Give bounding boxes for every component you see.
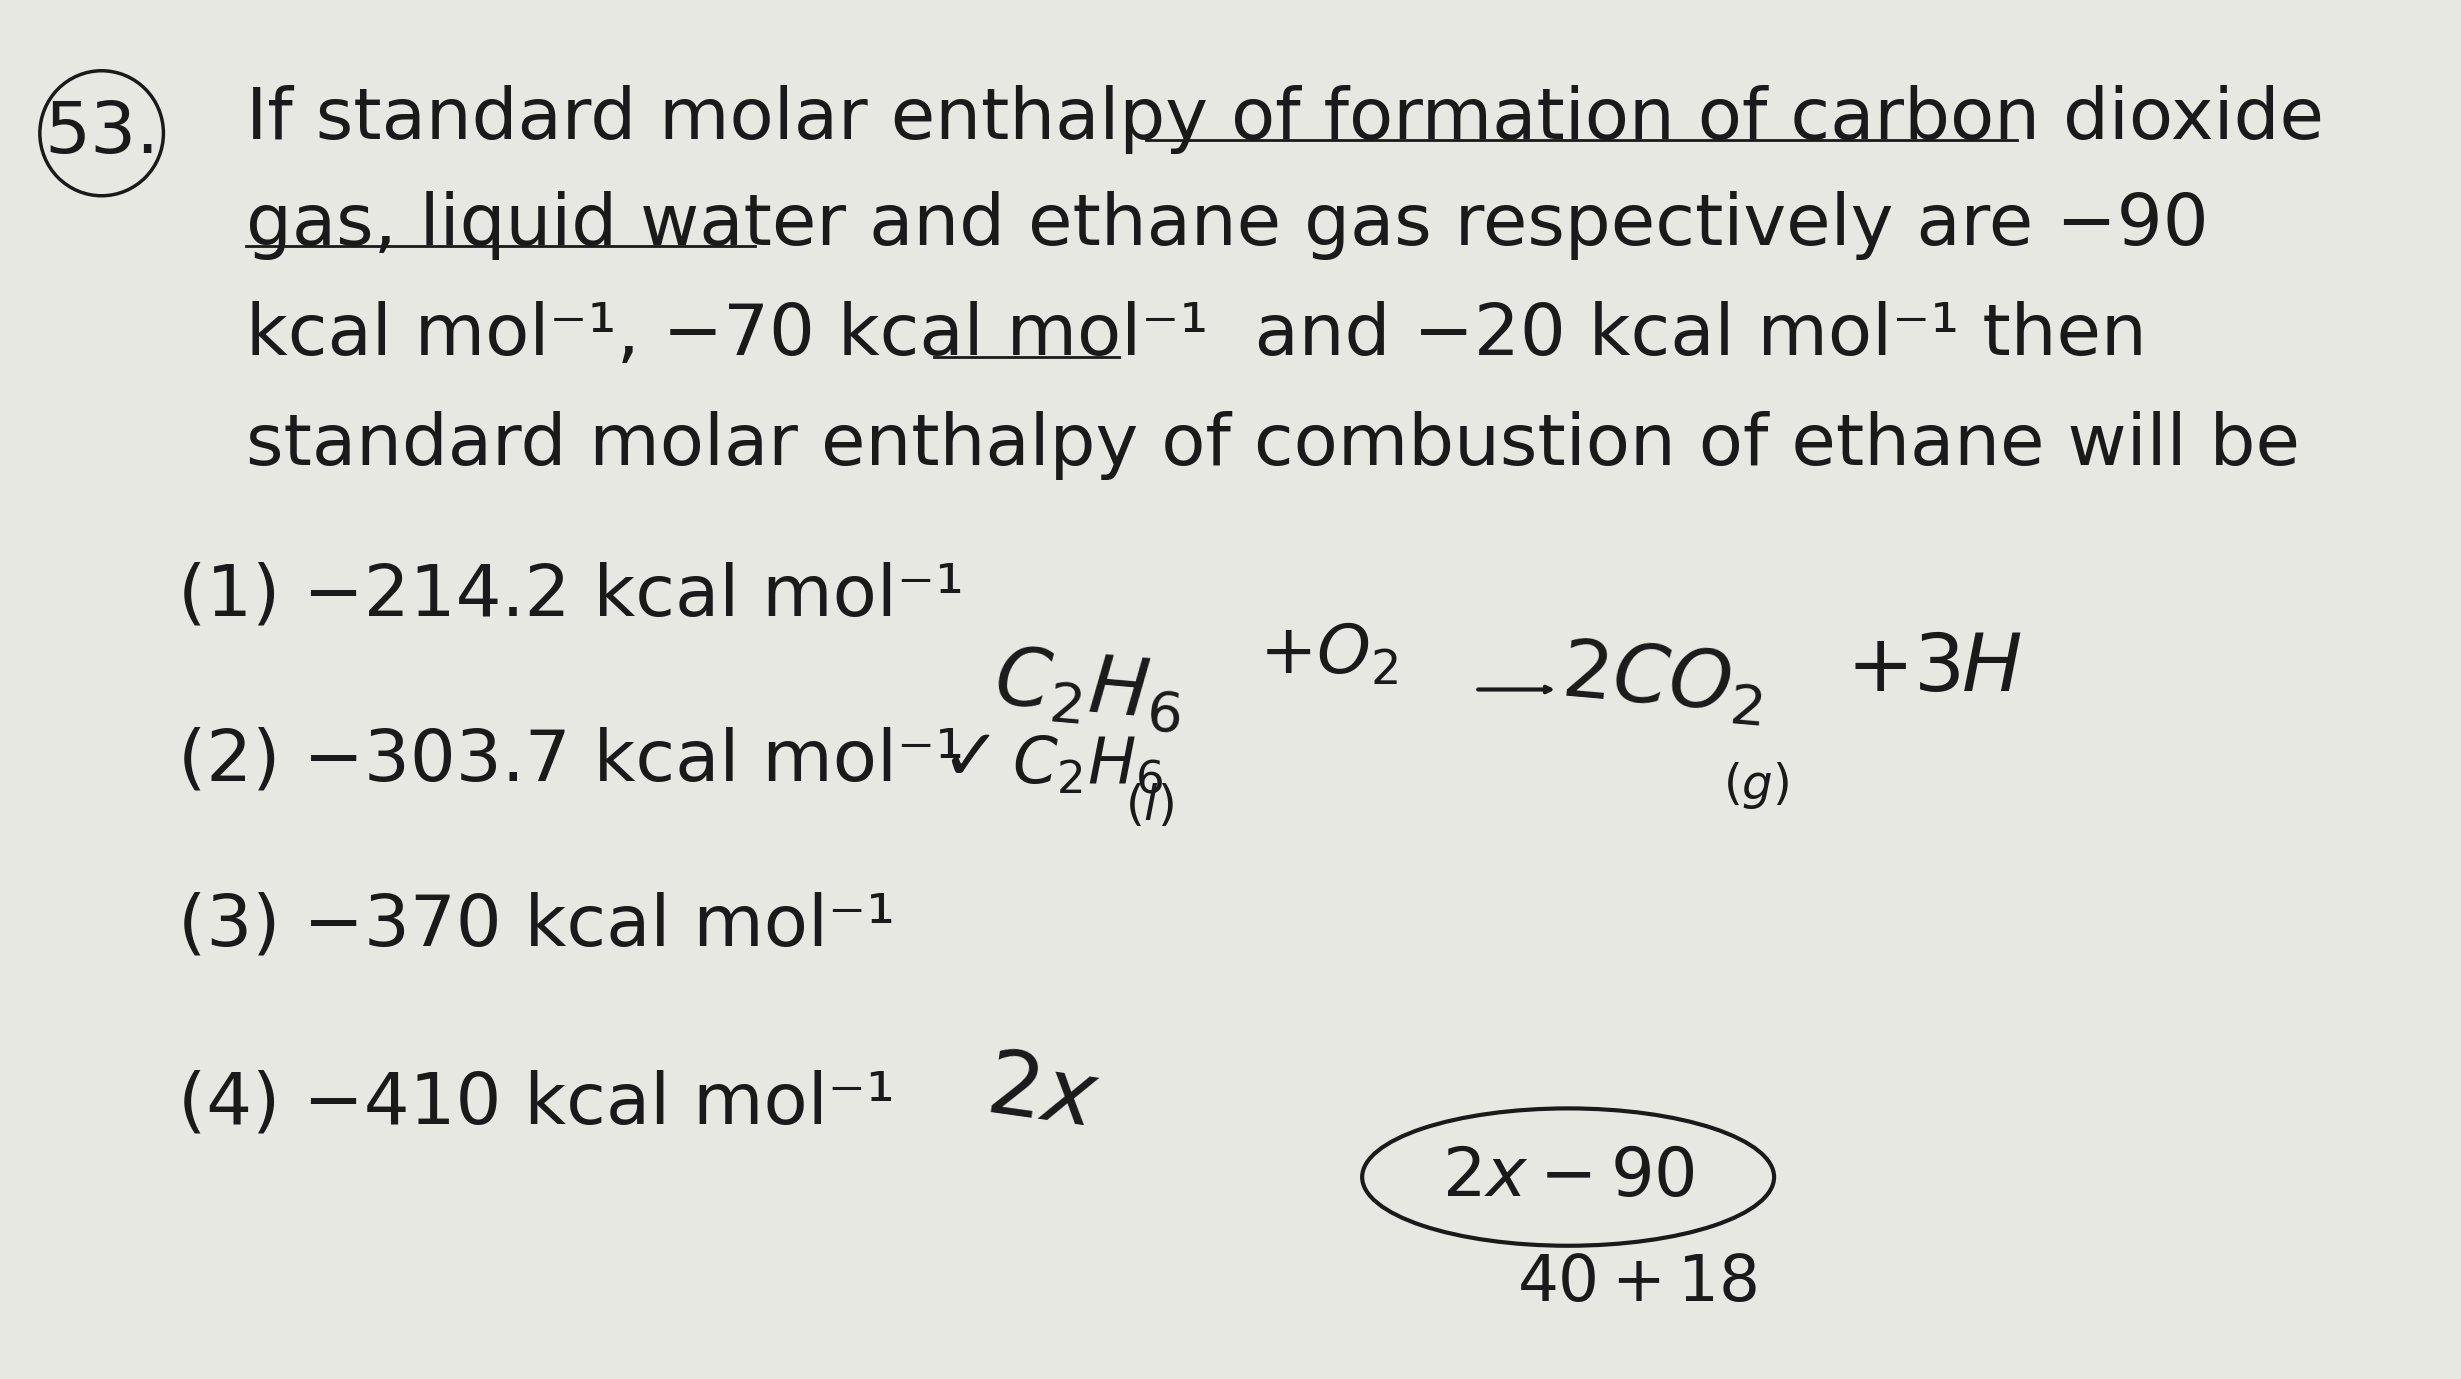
Text: $2x$: $2x$ [982, 1044, 1103, 1146]
Text: $40 + 18$: $40 + 18$ [1516, 1252, 1757, 1314]
Text: $C_2H_6$: $C_2H_6$ [1011, 734, 1164, 797]
Text: $+O_2$: $+O_2$ [1260, 622, 1398, 688]
Text: (1) −214.2 kcal mol⁻¹: (1) −214.2 kcal mol⁻¹ [177, 561, 965, 630]
Text: ✓: ✓ [940, 727, 1002, 796]
Text: $(l)$: $(l)$ [1125, 783, 1174, 830]
Text: kcal mol⁻¹, −70 kcal mol⁻¹  and −20 kcal mol⁻¹ then: kcal mol⁻¹, −70 kcal mol⁻¹ and −20 kcal … [246, 301, 2146, 370]
Text: $(g)$: $(g)$ [1723, 760, 1789, 811]
Text: (4) −410 kcal mol⁻¹: (4) −410 kcal mol⁻¹ [177, 1070, 896, 1139]
Text: (2) −303.7 kcal mol⁻¹: (2) −303.7 kcal mol⁻¹ [177, 727, 965, 796]
Text: $2x-90$: $2x-90$ [1442, 1145, 1696, 1211]
Text: gas, liquid water and ethane gas respectively are −90: gas, liquid water and ethane gas respect… [246, 190, 2208, 259]
Text: If standard molar enthalpy of formation of carbon dioxide: If standard molar enthalpy of formation … [246, 85, 2323, 154]
Text: $C_2H_6$: $C_2H_6$ [992, 643, 1186, 736]
Text: $2CO_2$: $2CO_2$ [1558, 634, 1767, 731]
Text: 53.: 53. [44, 99, 160, 168]
Text: standard molar enthalpy of combustion of ethane will be: standard molar enthalpy of combustion of… [246, 411, 2301, 480]
Text: $+3H$: $+3H$ [1846, 630, 2023, 707]
Text: (3) −370 kcal mol⁻¹: (3) −370 kcal mol⁻¹ [177, 891, 896, 960]
